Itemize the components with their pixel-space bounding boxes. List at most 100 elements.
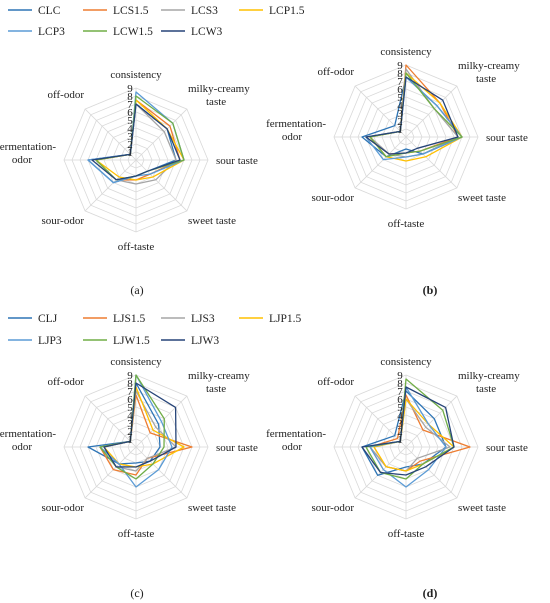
spoke-3 [135, 159, 188, 212]
legend-label-LCW1.5: LCW1.5 [113, 26, 153, 38]
axis-label-fermentation-odor: fermentation-odor [0, 428, 56, 453]
tick-label-1: 1 [397, 124, 403, 136]
tick-label-3: 3 [127, 131, 133, 143]
tick-label-9: 9 [127, 83, 133, 95]
tick-label-4: 4 [397, 410, 403, 422]
tick-label-6: 6 [127, 107, 133, 119]
axis-label-sour-odor: sour-odor [311, 502, 354, 514]
spoke-5 [354, 136, 407, 189]
spoke-7 [354, 85, 407, 138]
spoke-1 [405, 85, 458, 138]
axis-label-sour-taste: sour taste [216, 442, 258, 454]
tick-label-1: 1 [127, 434, 133, 446]
series-line-LJW3 [103, 382, 177, 468]
series-line-LJW3 [361, 386, 455, 476]
axis-label-sweet-taste: sweet taste [188, 215, 236, 227]
tick-label-9: 9 [397, 60, 403, 72]
legend-label-LJW1.5: LJW1.5 [113, 335, 150, 347]
axis-label-sour-taste: sour taste [486, 132, 528, 144]
spoke-3 [135, 446, 188, 499]
axis-label-off-taste: off-taste [118, 241, 155, 253]
axis-label-consistency: consistency [110, 356, 162, 368]
spoke-7 [84, 108, 137, 161]
axis-label-sour-odor: sour-odor [41, 215, 84, 227]
axis-label-off-taste: off-taste [118, 528, 155, 540]
axis-label-sweet-taste: sweet taste [458, 192, 506, 204]
tick-label-5: 5 [127, 115, 133, 127]
legend-label-LCS1.5: LCS1.5 [113, 5, 149, 17]
tick-label-6: 6 [397, 394, 403, 406]
tick-label-2: 2 [397, 116, 403, 128]
panel-label-d: (d) [423, 586, 438, 600]
spoke-1 [135, 108, 188, 161]
legend-c: CLJ LJS1.5 LJS3 LJP1.5 LJP3 LJW1.5 LJW3 [8, 313, 302, 347]
axis-label-sweet-taste: sweet taste [458, 502, 506, 514]
tick-label-3: 3 [397, 418, 403, 430]
axis-label-sour-odor: sour-odor [311, 192, 354, 204]
tick-label-9: 9 [397, 370, 403, 382]
spoke-1 [405, 395, 458, 448]
axis-label-off-odor: off-odor [48, 89, 85, 101]
tick-label-7: 7 [397, 76, 403, 88]
legend-label-LJS3: LJS3 [191, 313, 215, 325]
tick-label-2: 2 [127, 426, 133, 438]
panel-label-a: (a) [130, 283, 143, 297]
axis-label-off-taste: off-taste [388, 528, 425, 540]
axis-label-fermentation-odor: fermentation-odor [266, 118, 326, 143]
tick-label-4: 4 [127, 123, 133, 135]
series-line-LCW3 [365, 76, 459, 155]
tick-label-9: 9 [127, 370, 133, 382]
axis-label-off-odor: off-odor [318, 66, 355, 78]
axis-label-off-odor: off-odor [48, 376, 85, 388]
tick-label-5: 5 [127, 402, 133, 414]
axis-label-consistency: consistency [380, 356, 432, 368]
spoke-5 [84, 159, 137, 212]
panel-label-b: (b) [423, 283, 438, 297]
spoke-3 [405, 446, 458, 499]
tick-label-5: 5 [397, 402, 403, 414]
axis-label-fermentation-odor: fermentation-odor [0, 141, 56, 166]
axis-label-off-taste: off-taste [388, 218, 425, 230]
legend-label-CLC: CLC [38, 5, 61, 17]
tick-label-8: 8 [397, 68, 403, 80]
legend-label-LCP3: LCP3 [38, 26, 65, 38]
axis-label-sweet-taste: sweet taste [188, 502, 236, 514]
tick-label-2: 2 [397, 426, 403, 438]
axis-label-milky-creamy-taste: milky-creamy taste [188, 83, 250, 108]
legend-label-LCP1.5: LCP1.5 [269, 5, 305, 17]
axis-label-milky-creamy-taste: milky-creamy taste [458, 60, 520, 85]
tick-label-3: 3 [397, 108, 403, 120]
tick-label-6: 6 [127, 394, 133, 406]
tick-label-8: 8 [397, 378, 403, 390]
axis-label-fermentation-odor: fermentation-odor [266, 428, 326, 453]
axis-label-milky-creamy-taste: milky-creamy taste [458, 370, 520, 395]
panel-label-c: (c) [130, 586, 143, 600]
axis-label-sour-odor: sour-odor [41, 502, 84, 514]
legend-label-LJP1.5: LJP1.5 [269, 313, 302, 325]
legend-label-LCS3: LCS3 [191, 5, 218, 17]
tick-label-3: 3 [127, 418, 133, 430]
tick-label-1: 1 [397, 434, 403, 446]
spoke-5 [84, 446, 137, 499]
axis-label-sour-taste: sour taste [216, 155, 258, 167]
tick-label-7: 7 [397, 386, 403, 398]
axis-label-consistency: consistency [110, 69, 162, 81]
tick-label-1: 1 [127, 147, 133, 159]
legend-a: CLC LCS1.5 LCS3 LCP1.5 LCP3 LCW1.5 LCW3 [8, 5, 305, 38]
series-line-LCW3 [91, 103, 181, 181]
legend-label-CLJ: CLJ [38, 313, 58, 325]
legend-label-LCW3: LCW3 [191, 26, 223, 38]
series-line-CLJ [361, 390, 447, 476]
tick-label-7: 7 [127, 99, 133, 111]
series-line-CLJ [87, 382, 161, 465]
axis-label-sour-taste: sour taste [486, 442, 528, 454]
axis-label-milky-creamy-taste: milky-creamy taste [188, 370, 250, 395]
tick-label-5: 5 [397, 92, 403, 104]
tick-label-4: 4 [127, 410, 133, 422]
legend-label-LJS1.5: LJS1.5 [113, 313, 146, 325]
